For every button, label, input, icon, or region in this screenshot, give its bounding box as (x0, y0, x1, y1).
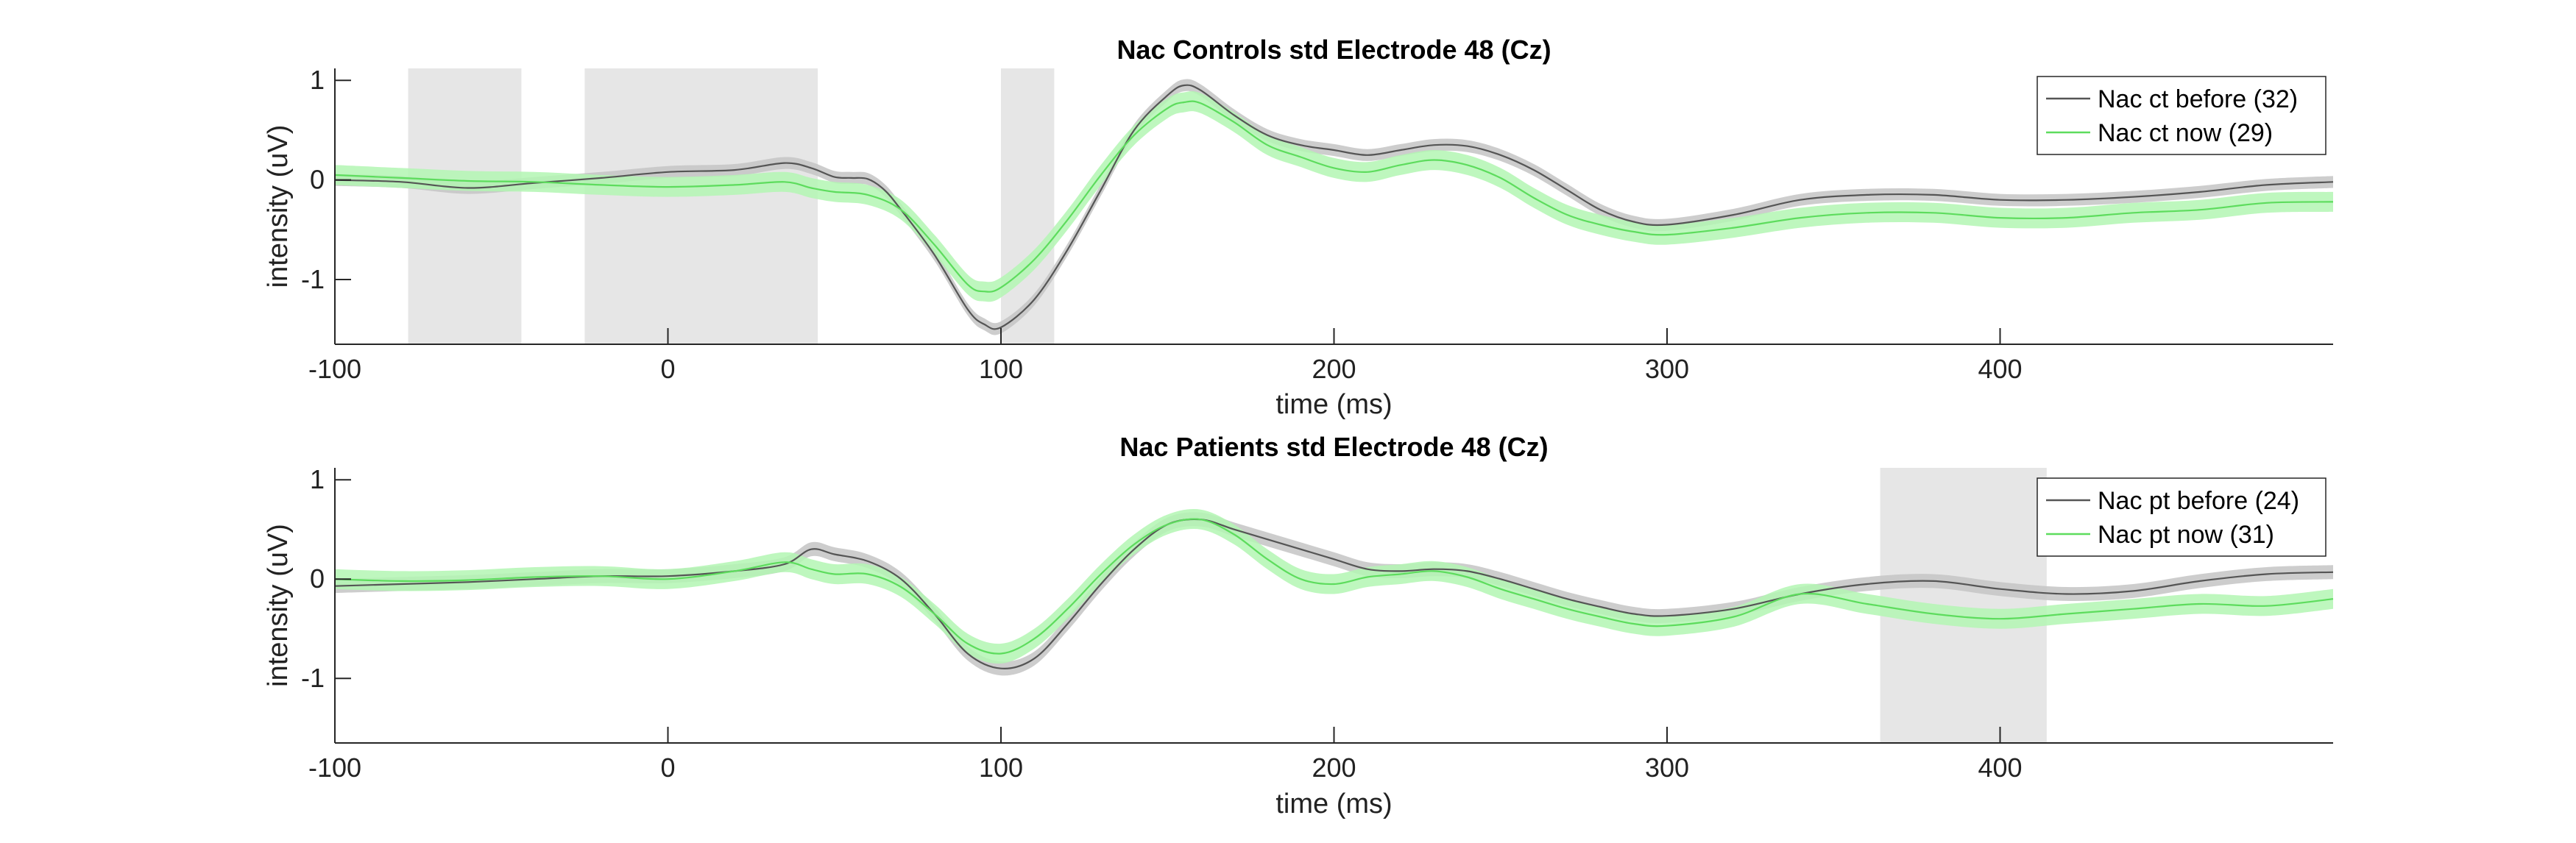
x-tick-label-2: 100 (979, 354, 1023, 384)
series-band-1 (335, 512, 2333, 676)
chart-panel-2: -100 0 100 200 300 400 -1 0 1 Nac Patients std El… (263, 432, 2334, 819)
y-axis-label: intensity (uV) (263, 524, 294, 687)
chart-panel-1: -100 0 100 200 300 400 -1 0 1 Nac Controls std El… (263, 35, 2334, 420)
legend-label-2: Nac ct now (29) (2098, 119, 2273, 147)
legend-box (2037, 477, 2326, 557)
x-tick-label-1: 0 (660, 354, 675, 384)
y-tick-label-1: 0 (310, 563, 325, 594)
x-tick-label-4: 300 (1645, 354, 1689, 384)
legend-label-1: Nac ct before (32) (2098, 85, 2298, 113)
series-line-1 (334, 518, 2334, 669)
chart-title: Nac Patients std Electrode 48 (Cz) (1119, 432, 1548, 462)
significance-band-3 (1001, 68, 1055, 344)
x-tick-label-2: 100 (979, 753, 1023, 783)
x-tick-label-1: 0 (660, 753, 675, 783)
x-tick-label-0: -100 (308, 354, 361, 384)
x-tick-label-4: 300 (1645, 753, 1689, 783)
y-tick-label-1: 0 (310, 165, 325, 195)
significance-band-2 (584, 68, 818, 344)
legend-box (2037, 76, 2326, 155)
series-line-2 (334, 100, 2334, 293)
y-tick-label-2: 1 (310, 464, 325, 494)
legend-label-2: Nac pt now (31) (2098, 521, 2274, 549)
legend: Nac pt before (24) Nac pt now (31) (2037, 477, 2326, 557)
x-tick-label-5: 400 (1978, 354, 2022, 384)
y-tick-label-2: 1 (310, 65, 325, 95)
x-tick-label-5: 400 (1978, 753, 2022, 783)
series-line-2 (334, 518, 2334, 655)
y-tick-label-0: -1 (301, 264, 325, 294)
x-axis-label: time (ms) (1275, 389, 1392, 420)
legend-label-1: Nac pt before (24) (2098, 487, 2299, 515)
y-axis-label: intensity (uV) (263, 125, 294, 288)
chart-title: Nac Controls std Electrode 48 (Cz) (1117, 35, 1551, 65)
x-tick-label-3: 200 (1312, 354, 1356, 384)
x-axis-label: time (ms) (1275, 789, 1392, 819)
legend: Nac ct before (32) Nac ct now (29) (2037, 76, 2326, 155)
series-band-2 (335, 509, 2333, 664)
x-tick-label-3: 200 (1312, 753, 1356, 783)
series-line-1 (334, 84, 2334, 330)
x-tick-label-0: -100 (308, 753, 361, 783)
y-tick-label-0: -1 (301, 663, 325, 693)
significance-band-1 (408, 68, 522, 344)
